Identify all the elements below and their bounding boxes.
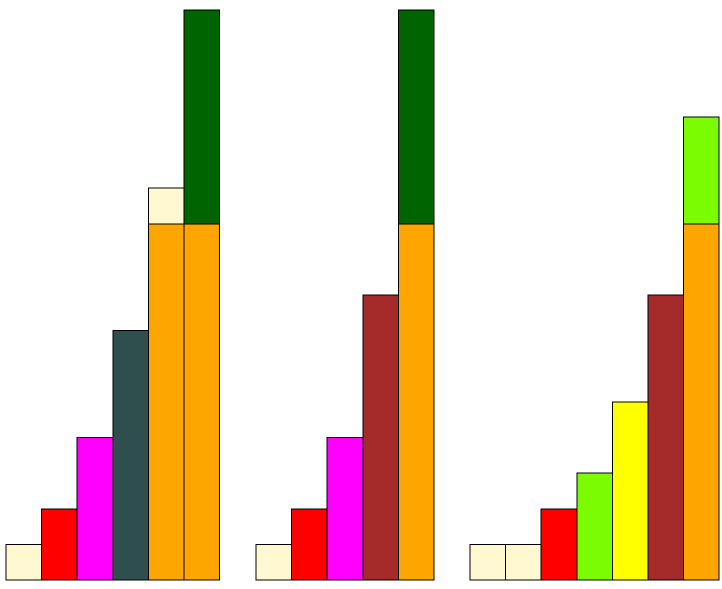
bar-2-1-segment-1 <box>255 543 293 581</box>
bar-3-7-segment-2 <box>683 116 720 225</box>
bar-2-5-segment-2 <box>397 9 435 225</box>
bar-chart-panel-1 <box>5 9 221 581</box>
bar-chart-panel-2 <box>255 9 435 581</box>
bar-1-1-segment-1 <box>5 543 43 581</box>
bar-2-5-segment-1 <box>397 223 435 581</box>
bar-1-2-segment-1 <box>41 508 78 581</box>
bar-1-4-segment-1 <box>112 330 149 581</box>
bar-3-4-segment-1 <box>576 472 613 581</box>
bar-1-3-segment-1 <box>76 437 114 581</box>
bar-2-4-segment-1 <box>362 294 399 581</box>
bar-2-3-segment-1 <box>326 437 364 581</box>
bar-1-5-segment-2 <box>147 187 185 225</box>
bar-2-2-segment-1 <box>291 508 328 581</box>
bar-3-6-segment-1 <box>647 294 685 581</box>
bar-1-6-segment-2 <box>183 9 221 225</box>
bar-3-7-segment-1 <box>683 223 720 581</box>
bar-3-2-segment-1 <box>505 543 542 581</box>
bar-1-5-segment-1 <box>147 223 185 581</box>
bar-chart-panel-3 <box>469 116 720 581</box>
bar-3-1-segment-1 <box>469 543 507 581</box>
bar-3-5-segment-1 <box>611 401 649 581</box>
bar-3-3-segment-1 <box>540 508 578 581</box>
bar-1-6-segment-1 <box>183 223 221 581</box>
